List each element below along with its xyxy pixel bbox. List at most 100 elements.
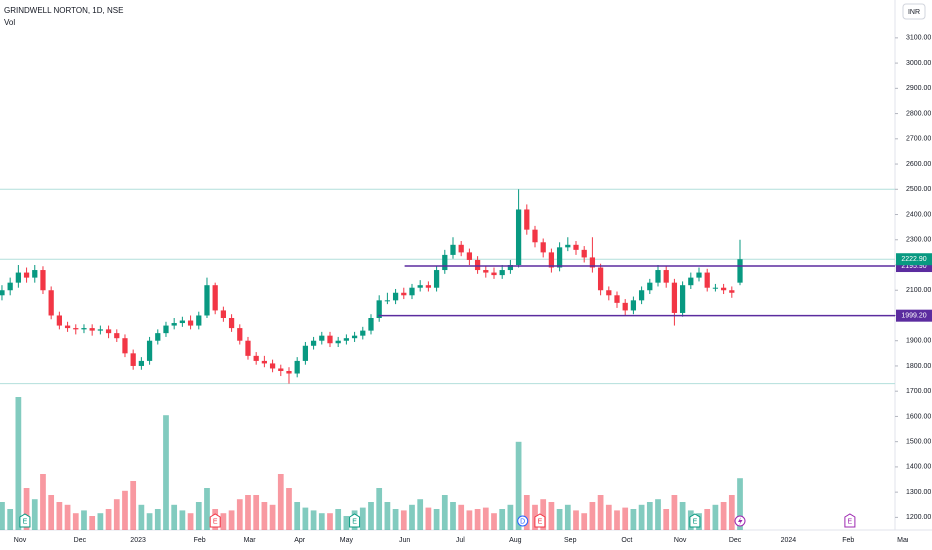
candle-body xyxy=(269,363,276,369)
candle-body xyxy=(286,371,292,374)
event-marker[interactable]: E xyxy=(209,513,221,528)
volume-bar xyxy=(187,513,194,530)
volume-bar xyxy=(0,502,5,530)
candle-body xyxy=(130,353,136,366)
candle-body xyxy=(401,292,407,296)
event-label[interactable]: E xyxy=(23,518,28,525)
y-tick-label: 1900.00 xyxy=(906,338,931,345)
y-tick-label: 1800.00 xyxy=(906,363,931,370)
volume-bar xyxy=(384,502,391,530)
volume-bar xyxy=(310,510,317,530)
candle-body xyxy=(40,270,46,291)
x-tick-label: Aug xyxy=(509,537,522,544)
y-tick-label: 2300.00 xyxy=(906,237,931,244)
candle-body xyxy=(360,330,366,336)
candle-body xyxy=(319,335,325,341)
y-tick-label: 2100.00 xyxy=(906,287,931,294)
volume-bar xyxy=(573,510,579,530)
volume-bar xyxy=(737,478,743,530)
event-badge xyxy=(689,513,701,528)
x-tick-label: Feb xyxy=(842,537,854,544)
candle-body xyxy=(56,315,62,326)
candle-body xyxy=(638,290,645,301)
candle-body xyxy=(696,272,702,278)
candle-body xyxy=(171,323,177,326)
event-marker[interactable]: D xyxy=(517,515,529,527)
candle-body xyxy=(556,247,563,268)
volume-bar xyxy=(671,495,678,530)
x-tick-label: Nov xyxy=(14,537,27,544)
candle-body xyxy=(351,335,358,339)
volume-bar xyxy=(40,474,46,530)
candle-body xyxy=(384,300,391,302)
x-tick-label: Sep xyxy=(564,537,577,544)
volume-bar xyxy=(614,510,620,530)
candle-body xyxy=(163,325,169,334)
event-marker[interactable]: E xyxy=(349,513,361,528)
event-marker[interactable]: E xyxy=(689,513,701,528)
event-marker[interactable]: E xyxy=(534,513,546,528)
volume-bar xyxy=(646,502,653,530)
event-label[interactable]: E xyxy=(352,518,357,525)
event-marker[interactable]: E xyxy=(844,513,856,528)
x-tick-label: Mar xyxy=(897,537,910,544)
candle-body xyxy=(23,272,30,278)
volume-bar xyxy=(81,510,87,530)
y-tick-label: 1300.00 xyxy=(906,489,931,496)
candle-body xyxy=(89,328,95,331)
event-badge xyxy=(844,513,856,528)
candle-body xyxy=(97,329,103,331)
event-label[interactable]: E xyxy=(213,518,218,525)
volume-bar xyxy=(327,513,333,530)
level-label: 2195.90 xyxy=(901,263,926,270)
volume-bar xyxy=(417,499,424,530)
volume-bar xyxy=(605,504,612,530)
candle-body xyxy=(15,272,21,283)
candle-body xyxy=(491,272,497,276)
candle-body xyxy=(204,285,210,316)
volume-bar xyxy=(581,513,588,530)
y-tick-label: 2900.00 xyxy=(906,85,931,92)
candle-body xyxy=(220,310,227,318)
candle-body xyxy=(614,295,620,303)
event-label[interactable]: E xyxy=(693,518,698,525)
candle-body xyxy=(212,285,218,311)
y-tick-label: 3100.00 xyxy=(906,35,931,42)
candle-body xyxy=(114,333,120,339)
event-marker[interactable]: E xyxy=(19,513,31,528)
candle-body xyxy=(368,318,374,331)
volume-bar xyxy=(523,495,530,530)
volume-bar xyxy=(31,499,38,530)
candle-body xyxy=(335,340,341,344)
volume-bar xyxy=(622,507,629,530)
candle-body xyxy=(507,265,514,271)
candle-body xyxy=(565,244,571,248)
candle-body xyxy=(409,287,415,296)
volume-bar xyxy=(113,499,120,530)
candle-body xyxy=(0,290,5,296)
volume-bar xyxy=(728,495,735,530)
candle-body xyxy=(237,328,243,341)
volume-bar xyxy=(302,507,309,530)
candle-body xyxy=(327,335,333,344)
date-axis: Nov Dec 2023 Feb Mar Apr May Jun Jul Aug Sep Oct Nov… xyxy=(14,537,910,544)
volume-bar xyxy=(458,504,465,530)
x-tick-label: Dec xyxy=(74,537,87,544)
candle-body xyxy=(540,242,546,253)
candle-body xyxy=(688,277,694,286)
x-tick-label: Feb xyxy=(194,537,206,544)
event-label[interactable]: D xyxy=(520,518,525,525)
volume-bar xyxy=(130,481,137,530)
candle-body xyxy=(7,282,13,291)
event-label[interactable]: E xyxy=(538,518,543,525)
currency-label[interactable]: INR xyxy=(908,9,920,16)
candle-body xyxy=(146,340,153,361)
volume-bar xyxy=(220,513,227,530)
event-label[interactable]: E xyxy=(848,518,853,525)
x-tick-label: Jun xyxy=(399,537,410,544)
candle-body xyxy=(630,300,637,311)
candle-body xyxy=(245,340,251,356)
level-tag xyxy=(896,309,932,322)
currency-box[interactable] xyxy=(902,3,926,20)
